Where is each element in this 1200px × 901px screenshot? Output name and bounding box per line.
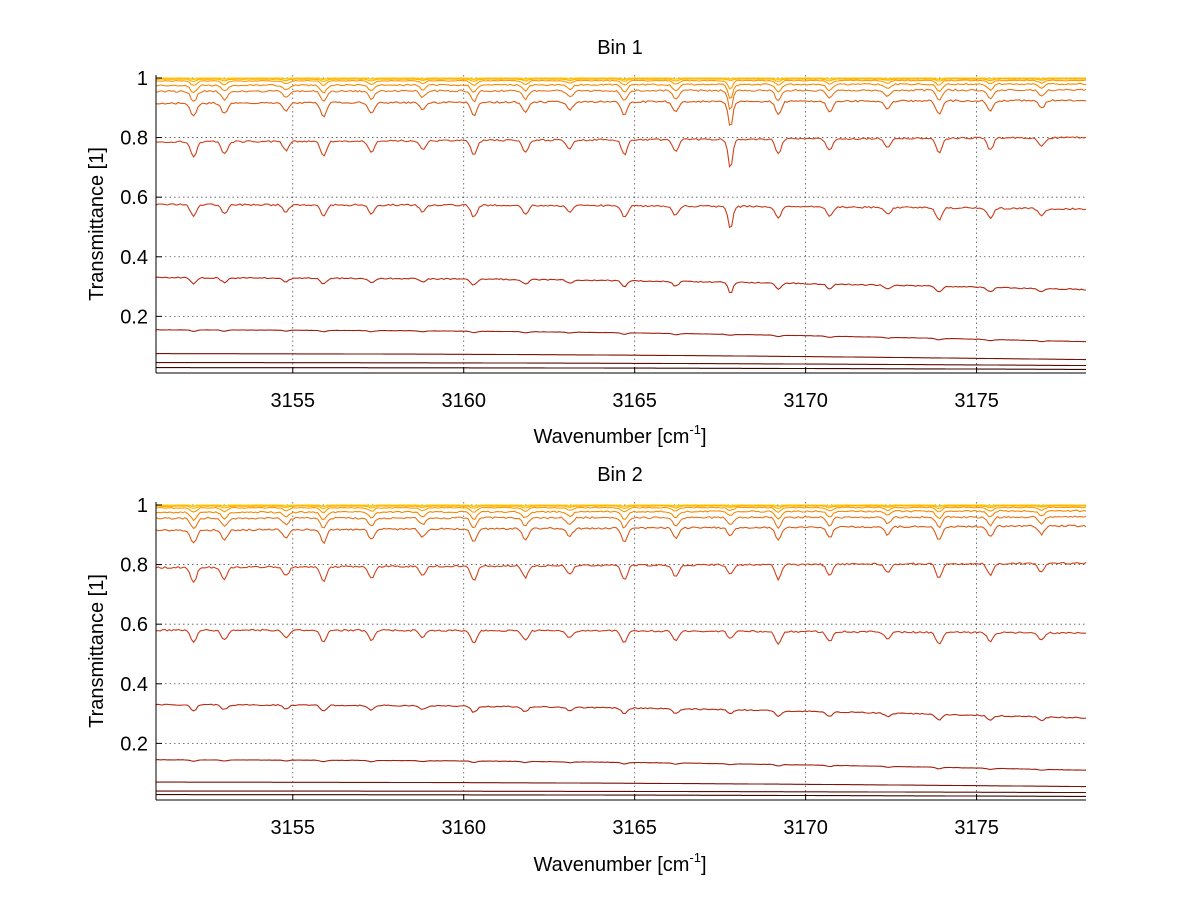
series-line: [155, 505, 1087, 510]
series-line: [155, 88, 1087, 111]
series-line: [155, 82, 1087, 99]
x-tick-label: 3165: [612, 390, 657, 412]
y-tick-label: 0.6: [120, 614, 148, 636]
series-line: [155, 276, 1087, 294]
x-tick-label: 3155: [271, 390, 316, 412]
y-tick-label: 0.8: [120, 555, 148, 577]
plot-area: 3155 3160 3165 3170 3175 0.2 0.4 0.6 0.8 1: [120, 68, 1087, 412]
series-line: [156, 628, 1087, 646]
y-tick-label: 0.6: [120, 187, 148, 209]
series-line: [155, 759, 1087, 771]
y-tick-label: 0.4: [120, 674, 148, 696]
y-tick-label: 0.4: [120, 247, 148, 269]
x-tick-label: 3155: [271, 817, 316, 839]
series-line: [156, 781, 1086, 788]
x-tick-label: 3170: [783, 390, 828, 412]
series-line: [155, 79, 1087, 90]
series-line: [156, 367, 1086, 370]
x-tick-label: 3165: [612, 817, 657, 839]
x-axis-label: Wavenumber [cm-1]: [533, 850, 706, 876]
chart-title: Bin 2: [597, 464, 643, 486]
x-axis-label: Wavenumber [cm-1]: [533, 422, 706, 448]
series-line: [156, 362, 1087, 367]
y-tick-label: 0.2: [120, 306, 148, 328]
series-line: [156, 794, 1086, 797]
series-line: [156, 77, 1087, 81]
x-tick-label: 3175: [954, 817, 999, 839]
y-tick-label: 0.2: [120, 733, 148, 755]
series-line: [155, 524, 1087, 545]
series-line: [155, 703, 1087, 722]
y-tick-label: 1: [137, 495, 148, 517]
x-tick-label: 3160: [441, 817, 486, 839]
x-axis-label-end: ]: [701, 426, 707, 448]
series-line: [156, 329, 1087, 343]
series-line: [155, 78, 1087, 83]
x-tick-label: 3160: [441, 390, 486, 412]
y-tick-label: 1: [137, 68, 148, 90]
series-line: [155, 515, 1087, 530]
chart-bin-2: Bin 2 3155 3160 3165 3170 31750.20.40.60.81 …: [86, 464, 1087, 876]
series-line: [155, 504, 1087, 508]
y-axis-label: Transmittance [1]: [86, 574, 108, 728]
chart-bin-1: Bin 1 3155 3160 3165 3170 31750.20.40.60.81 …: [86, 37, 1087, 448]
series-line: [156, 790, 1086, 794]
series-line: [155, 509, 1087, 522]
plot-area: 3155 3160 3165 3170 3175 0.2 0.4 0.6 0.8 1: [120, 495, 1087, 839]
y-tick-label: 0.8: [120, 128, 148, 150]
x-axis-label-text: Wavenumber [cm: [533, 426, 689, 448]
x-axis-label-sup: -1: [689, 850, 701, 865]
x-axis-label-end: ]: [701, 854, 707, 876]
x-axis-label-text: Wavenumber [cm: [533, 854, 689, 876]
series-line: [155, 506, 1087, 514]
series-line: [155, 203, 1087, 229]
y-axis-label: Transmittance [1]: [86, 147, 108, 301]
series-line: [155, 561, 1087, 584]
series-line: [156, 353, 1086, 361]
x-tick-label: 3170: [783, 817, 828, 839]
series-line: [156, 136, 1087, 168]
x-tick-label: 3175: [954, 390, 999, 412]
x-axis-label-sup: -1: [689, 422, 701, 437]
series-line: [155, 98, 1087, 126]
chart-title: Bin 1: [597, 37, 643, 59]
